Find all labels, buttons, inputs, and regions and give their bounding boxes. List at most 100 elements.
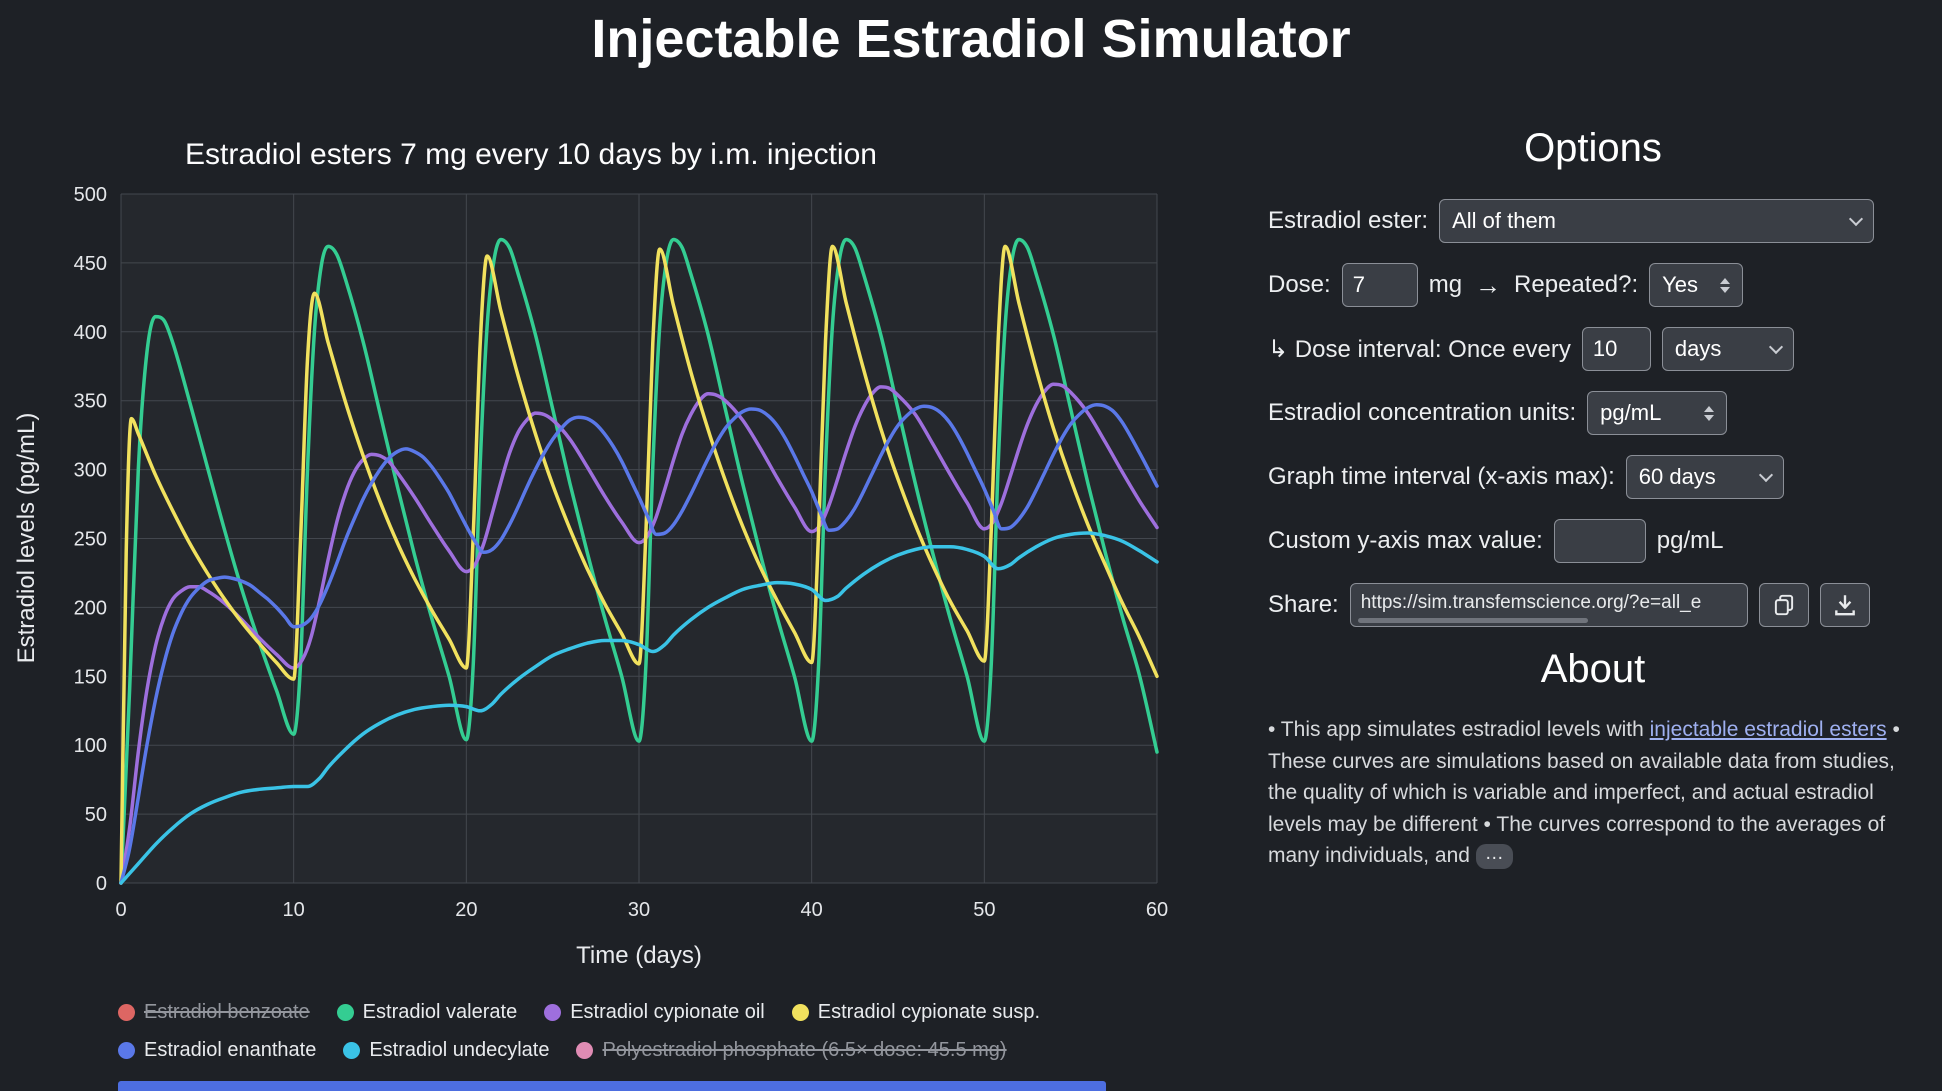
chart-canvas: 0 10 20 30 40 50 60 0 50 100 150 200 250 300 350 400 450… <box>13 184 1169 969</box>
legend-item[interactable]: Estradiol cypionate susp. <box>791 1001 1041 1024</box>
download-icon <box>1834 595 1855 616</box>
x-tick-label: 50 <box>973 899 995 921</box>
share-url-scrollbar[interactable] <box>1357 618 1588 623</box>
y-tick-label: 50 <box>85 804 107 826</box>
chart-grid <box>120 193 1158 884</box>
dose-interval-label: ↳ Dose interval: Once every <box>1268 335 1571 363</box>
chevron-down-icon <box>1768 339 1783 354</box>
cutoff-bottom-element <box>118 1081 1106 1091</box>
chart-series <box>119 237 1159 885</box>
y-tick-label: 450 <box>74 253 107 275</box>
up-down-spinner-icon <box>1720 277 1731 293</box>
series-line-estradiol-valerate <box>119 237 1159 885</box>
x-axis-title: Time (days) <box>576 942 702 969</box>
injectable-esters-link[interactable]: injectable estradiol esters <box>1649 718 1887 741</box>
ester-row: Estradiol ester: All of them <box>1268 199 1918 243</box>
repeated-select[interactable]: Yes <box>1649 263 1744 307</box>
chart-legend: Estradiol benzoate Estradiol valerate Estr… <box>118 1001 1138 1062</box>
legend-label: Estradiol undecylate <box>369 1039 550 1061</box>
legend-item[interactable]: Estradiol enanthate <box>118 1039 316 1062</box>
units-label: Estradiol concentration units: <box>1268 399 1577 426</box>
about-text-segment: • These curves are simulations based on … <box>1268 718 1900 867</box>
page-title: Injectable Estradiol Simulator <box>591 9 1351 69</box>
y-tick-label: 500 <box>74 184 107 206</box>
about-text: • This app simulates estradiol levels wi… <box>1268 714 1918 872</box>
chart-title: Estradiol esters 7 mg every 10 days by i… <box>185 138 877 171</box>
legend-label: Estradiol cypionate oil <box>570 1001 765 1023</box>
download-image-button[interactable] <box>1819 583 1870 627</box>
graph-interval-selected-value: 60 days <box>1638 464 1716 489</box>
dose-row: Dose: mg → Repeated?: Yes <box>1268 263 1918 307</box>
legend-label: Estradiol enanthate <box>144 1039 317 1061</box>
units-select[interactable]: pg/mL <box>1587 391 1728 435</box>
legend-marker-icon <box>544 1004 562 1021</box>
x-tick-label: 30 <box>628 899 650 921</box>
graph-interval-select[interactable]: 60 days <box>1625 455 1784 499</box>
options-panel: Options Estradiol ester: All of them Dos… <box>1268 126 1918 872</box>
x-tick-label: 40 <box>801 899 823 921</box>
legend-marker-icon <box>336 1004 354 1021</box>
ester-selected-value: All of them <box>1452 208 1557 233</box>
ester-label: Estradiol ester: <box>1268 207 1429 234</box>
x-tick-label: 60 <box>1146 899 1168 921</box>
ymax-input[interactable] <box>1553 519 1646 563</box>
y-tick-label: 300 <box>74 460 107 482</box>
y-tick-label: 250 <box>74 529 107 551</box>
dose-input[interactable] <box>1341 263 1418 307</box>
arrow-right-icon: → <box>1475 269 1502 300</box>
y-tick-label: 150 <box>74 666 107 688</box>
legend-item[interactable]: Polyestradiol phosphate (6.5× dose: 45.5… <box>576 1039 1007 1062</box>
series-line-estradiol-enanthate <box>119 403 1159 885</box>
x-tick-label: 10 <box>283 899 305 921</box>
legend-item[interactable]: Estradiol benzoate <box>118 1001 310 1024</box>
y-tick-label: 200 <box>74 597 107 619</box>
y-tick-label: 400 <box>74 322 107 344</box>
about-text-segment: • This app simulates estradiol levels wi… <box>1268 718 1650 741</box>
y-tick-label: 350 <box>74 391 107 413</box>
ymax-unit-label: pg/mL <box>1656 527 1724 554</box>
up-down-spinner-icon <box>1704 405 1715 421</box>
legend-label: Polyestradiol phosphate (6.5× dose: 45.5… <box>602 1039 1007 1061</box>
units-row: Estradiol concentration units: pg/mL <box>1268 391 1918 435</box>
share-label: Share: <box>1268 591 1339 618</box>
legend-item[interactable]: Estradiol cypionate oil <box>544 1001 765 1024</box>
more-button[interactable]: … <box>1475 843 1513 869</box>
ester-select[interactable]: All of them <box>1439 199 1875 243</box>
x-tick-label: 0 <box>115 899 126 921</box>
repeated-label: Repeated?: <box>1514 271 1639 298</box>
share-row: Share: <box>1268 583 1918 627</box>
legend-label: Estradiol cypionate susp. <box>817 1001 1041 1023</box>
chart-tick-labels: 0 10 20 30 40 50 60 0 50 100 150 200 250 300 350 400 450… <box>74 184 1169 921</box>
interval-unit-selected-value: days <box>1674 336 1722 361</box>
x-tick-label: 20 <box>455 899 477 921</box>
series-line-estradiol-undecylate <box>119 531 1159 885</box>
y-axis-title: Estradiol levels (pg/mL) <box>13 413 40 664</box>
y-tick-label: 0 <box>96 873 107 895</box>
legend-label: Estradiol valerate <box>362 1001 518 1023</box>
y-tick-label: 100 <box>74 735 107 757</box>
graph-interval-label: Graph time interval (x-axis max): <box>1268 463 1615 490</box>
share-url-field <box>1349 583 1748 627</box>
chevron-down-icon <box>1758 467 1773 482</box>
interval-unit-select[interactable]: days <box>1661 327 1794 371</box>
ymax-label: Custom y-axis max value: <box>1268 527 1543 554</box>
about-heading: About <box>1540 647 1646 691</box>
dose-label: Dose: <box>1268 271 1331 298</box>
legend-marker-icon <box>118 1004 135 1021</box>
dose-interval-input[interactable] <box>1581 327 1651 371</box>
legend-item[interactable]: Estradiol valerate <box>336 1001 518 1024</box>
options-heading: Options <box>1524 126 1662 170</box>
dose-unit-label: mg <box>1428 271 1463 298</box>
chevron-down-icon <box>1849 211 1864 226</box>
series-line-estradiol-cypionate-susp- <box>119 244 1159 885</box>
legend-label: Estradiol benzoate <box>144 1001 310 1023</box>
copy-link-button[interactable] <box>1758 583 1809 627</box>
units-selected-value: pg/mL <box>1600 400 1662 425</box>
repeated-selected-value: Yes <box>1662 272 1699 297</box>
legend-marker-icon <box>118 1042 135 1059</box>
dose-interval-row: ↳ Dose interval: Once every days <box>1268 327 1918 371</box>
legend-item[interactable]: Estradiol undecylate <box>343 1039 549 1062</box>
graph-interval-row: Graph time interval (x-axis max): 60 day… <box>1268 455 1918 499</box>
ymax-row: Custom y-axis max value: pg/mL <box>1268 519 1918 563</box>
legend-marker-icon <box>576 1042 594 1059</box>
